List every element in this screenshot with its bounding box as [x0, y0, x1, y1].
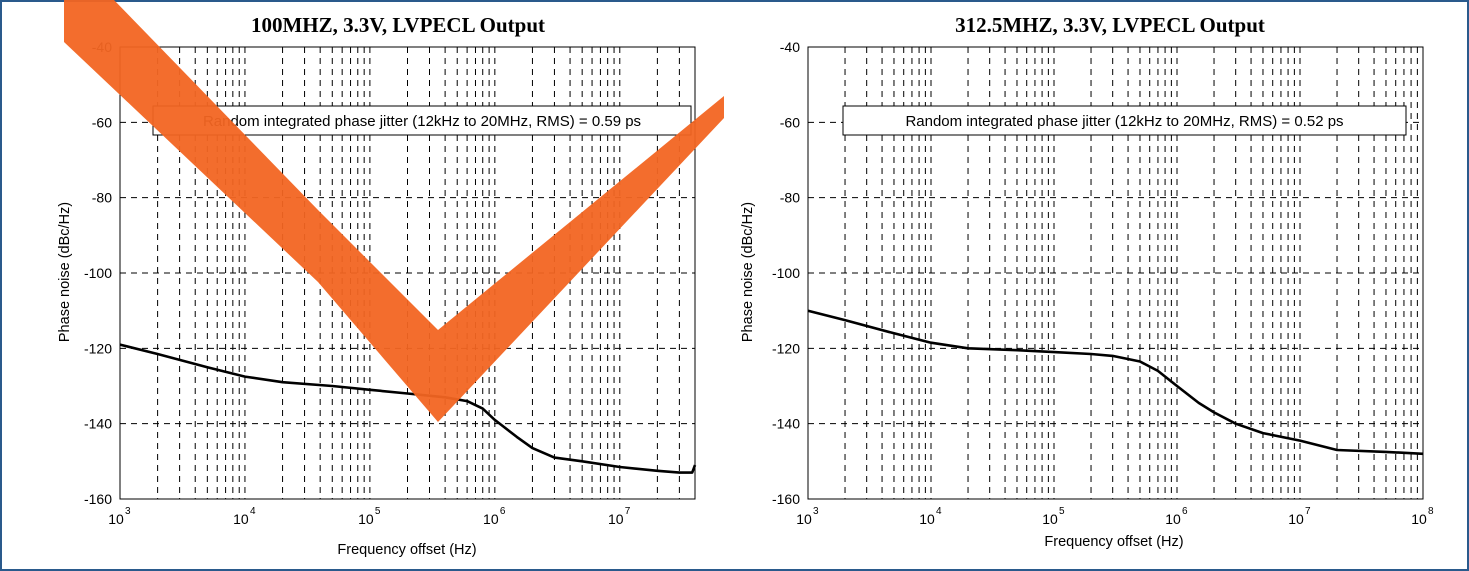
- x-tick-exponent: 4: [936, 506, 942, 517]
- data-line: [119, 343, 697, 474]
- chart-title: 312.5MHZ, 3.3V, LVPECL Output: [955, 13, 1265, 37]
- x-tick-label: 10: [608, 511, 624, 527]
- y-tick-label: -60: [92, 114, 112, 130]
- x-tick-label: 10: [483, 511, 499, 527]
- x-tick-exponent: 5: [375, 506, 381, 517]
- x-tick-exponent: 4: [250, 506, 256, 517]
- watermark-layer: [64, 0, 724, 422]
- x-axis-label: Frequency offset (Hz): [337, 542, 476, 558]
- data-line: [807, 309, 1424, 456]
- x-tick-exponent: 7: [625, 506, 631, 517]
- annotation-text: Random integrated phase jitter (12kHz to…: [203, 113, 641, 130]
- y-tick-label: -80: [780, 190, 800, 206]
- y-tick-label: -40: [780, 39, 800, 55]
- x-tick-exponent: 3: [125, 506, 131, 517]
- y-tick-label: -140: [84, 416, 112, 432]
- y-axis-label: Phase noise (dBc/Hz): [740, 202, 756, 342]
- y-tick-label: -120: [772, 340, 800, 356]
- x-tick-label: 10: [1288, 511, 1304, 527]
- x-tick-label: 10: [358, 511, 374, 527]
- y-tick-label: -160: [84, 491, 112, 507]
- y-tick-label: -160: [772, 491, 800, 507]
- chart-title: 100MHZ, 3.3V, LVPECL Output: [251, 13, 545, 37]
- y-axis-label: Phase noise (dBc/Hz): [57, 202, 73, 342]
- x-tick-exponent: 6: [500, 506, 506, 517]
- chart-100mhz: 100MHZ, 3.3V, LVPECL Output Frequency of…: [57, 13, 697, 558]
- x-tick-label: 10: [233, 511, 249, 527]
- x-tick-exponent: 5: [1059, 506, 1065, 517]
- x-axis-label: Frequency offset (Hz): [1044, 534, 1183, 550]
- x-tick-label: 10: [796, 511, 812, 527]
- annotation-box: [842, 105, 1407, 136]
- x-tick-exponent: 7: [1305, 506, 1311, 517]
- x-tick-label: 10: [919, 511, 935, 527]
- y-tick-label: -60: [780, 114, 800, 130]
- annotation-box: [152, 105, 692, 136]
- x-tick-label: 10: [1411, 511, 1427, 527]
- y-tick-label: -140: [772, 416, 800, 432]
- x-tick-exponent: 6: [1182, 506, 1188, 517]
- annotation-text: Random integrated phase jitter (12kHz to…: [905, 113, 1343, 130]
- x-tick-label: 10: [108, 511, 124, 527]
- chart-312mhz: 312.5MHZ, 3.3V, LVPECL Output Frequency …: [740, 13, 1434, 550]
- y-tick-label: -120: [84, 340, 112, 356]
- x-tick-exponent: 3: [813, 506, 819, 517]
- y-tick-label: -100: [84, 265, 112, 281]
- x-tick-exponent: 8: [1428, 506, 1434, 517]
- y-tick-label: -80: [92, 190, 112, 206]
- x-tick-label: 10: [1042, 511, 1058, 527]
- y-tick-label: -100: [772, 265, 800, 281]
- watermark-check-mark: [64, 0, 724, 422]
- x-tick-label: 10: [1165, 511, 1181, 527]
